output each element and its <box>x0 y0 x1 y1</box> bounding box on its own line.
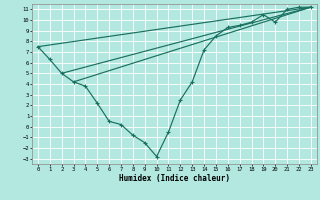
X-axis label: Humidex (Indice chaleur): Humidex (Indice chaleur) <box>119 174 230 183</box>
